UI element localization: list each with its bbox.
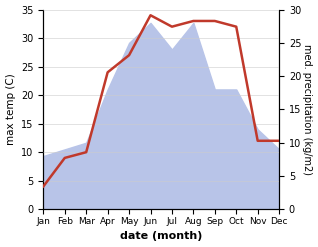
X-axis label: date (month): date (month) — [120, 231, 203, 242]
Y-axis label: max temp (C): max temp (C) — [5, 74, 16, 145]
Y-axis label: med. precipitation (kg/m2): med. precipitation (kg/m2) — [302, 44, 313, 175]
